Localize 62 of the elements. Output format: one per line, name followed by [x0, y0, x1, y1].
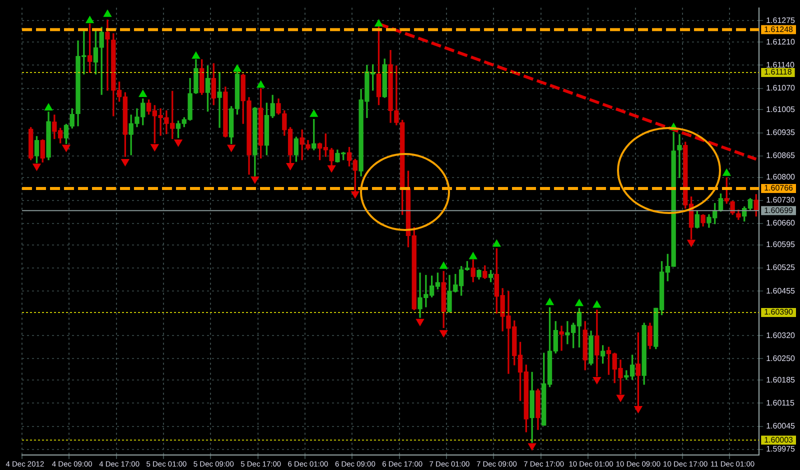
ref-line-label: 1.60003 [764, 435, 794, 444]
y-tick-label: 1.60730 [766, 196, 796, 205]
y-tick-label: 1.61275 [766, 16, 796, 25]
point [138, 90, 147, 98]
point [250, 176, 259, 184]
point [121, 158, 130, 166]
point [440, 330, 448, 338]
point [62, 144, 70, 152]
point [351, 191, 360, 198]
point [328, 165, 336, 172]
point [32, 164, 41, 171]
point [546, 298, 554, 306]
point [634, 406, 642, 413]
point [256, 80, 265, 88]
point [286, 162, 294, 170]
point [192, 52, 200, 59]
point [469, 252, 478, 260]
point [592, 300, 601, 308]
y-tick-label: 1.60045 [766, 422, 796, 431]
point [528, 443, 536, 450]
point [492, 240, 501, 247]
point [440, 262, 448, 269]
point [227, 144, 236, 152]
y-tick-label: 1.60525 [766, 263, 796, 272]
point [722, 168, 731, 176]
y-tick-label: 1.60115 [766, 398, 795, 408]
point [86, 16, 94, 24]
point [687, 240, 696, 247]
point [416, 318, 424, 326]
y-tick-label: 1.61210 [766, 37, 796, 46]
point [150, 144, 159, 152]
point [575, 299, 584, 306]
y-tick-label: 1.60595 [766, 240, 796, 250]
point [104, 10, 112, 17]
point [44, 104, 52, 111]
y-tick-label: 1.60455 [766, 286, 796, 296]
y-tick-label: 1.60865 [766, 151, 796, 160]
y-tick-label: 1.60800 [766, 172, 796, 182]
point [374, 19, 383, 26]
y-tick-label: 1.60935 [766, 128, 796, 137]
candlestick [677, 134, 682, 178]
candlestick [105, 20, 110, 91]
y-tick-label: 1.60185 [766, 375, 796, 384]
y-tick-label: 1.61070 [766, 83, 796, 92]
ref-line-label: 1.60766 [764, 184, 794, 193]
candlestick [559, 326, 564, 351]
ref-line-label: 1.60699 [764, 206, 794, 215]
ref-line-label: 1.61248 [764, 24, 794, 34]
y-tick-label: 1.59975 [766, 444, 796, 454]
point [174, 140, 182, 147]
point [310, 110, 318, 117]
ref-line-label: 1.61118 [764, 68, 792, 77]
y-tick-label: 1.61005 [766, 104, 796, 114]
point [592, 376, 601, 384]
candlestick [217, 72, 222, 128]
y-tick-label: 1.61140 [766, 60, 795, 70]
point [616, 394, 624, 402]
y-tick-label: 1.60660 [766, 218, 796, 228]
y-tick-label: 1.60320 [766, 330, 796, 340]
y-tick-label: 1.60250 [766, 354, 796, 363]
point [233, 64, 242, 72]
ref-line-label: 1.60390 [764, 308, 794, 317]
